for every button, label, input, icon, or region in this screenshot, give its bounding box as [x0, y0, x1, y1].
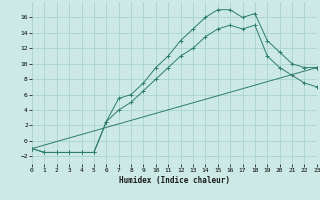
X-axis label: Humidex (Indice chaleur): Humidex (Indice chaleur) — [119, 176, 230, 185]
